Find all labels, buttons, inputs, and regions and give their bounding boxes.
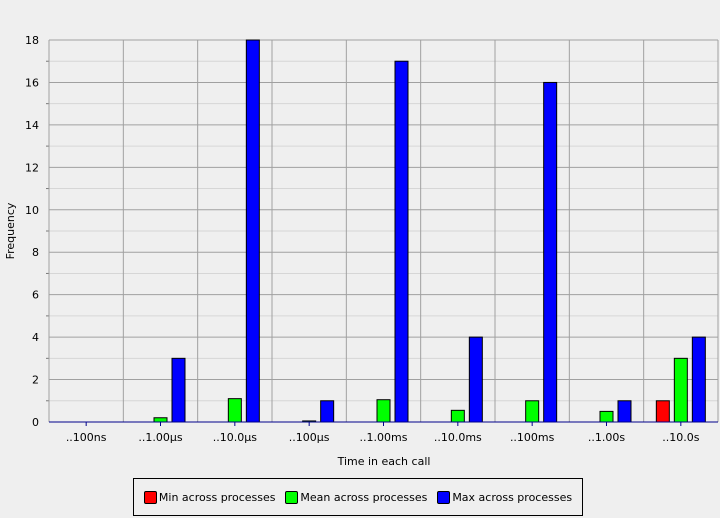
x-axis-label: Time in each call bbox=[337, 455, 431, 468]
bar bbox=[599, 410, 614, 423]
grid-lines bbox=[46, 39, 719, 422]
bar bbox=[525, 400, 540, 423]
bar bbox=[376, 399, 391, 423]
y-tick-label: 14 bbox=[25, 119, 39, 132]
legend: Min across processes Mean across process… bbox=[133, 478, 583, 516]
bar bbox=[320, 400, 335, 423]
legend-label-min: Min across processes bbox=[158, 490, 276, 504]
legend-label-max: Max across processes bbox=[452, 490, 573, 504]
legend-swatch-min bbox=[143, 490, 157, 504]
x-tick-label: ..1.00µs bbox=[138, 431, 182, 444]
x-axis-ticks: ..100ns ..1.00µs ..10.0µs ..100µs ..1.00ms..… bbox=[66, 422, 700, 444]
y-tick-label: 2 bbox=[32, 374, 39, 387]
bar bbox=[450, 409, 465, 423]
bar-chart: 0 2 4 6 8 10 12 14 16 18 ..100ns ..1.00µs ..10.0µs.… bbox=[4, 34, 719, 468]
legend-item-max: Max across processes bbox=[437, 490, 573, 504]
bar bbox=[617, 400, 632, 423]
legend-label-mean: Mean across processes bbox=[300, 490, 428, 504]
bar bbox=[227, 398, 242, 423]
y-axis-label: Frequency bbox=[4, 202, 17, 259]
y-tick-label: 4 bbox=[32, 331, 39, 344]
bar bbox=[245, 39, 260, 423]
x-tick-label: ..100ms bbox=[510, 431, 555, 444]
y-tick-label: 6 bbox=[32, 289, 39, 302]
legend-item-mean: Mean across processes bbox=[285, 490, 428, 504]
y-axis-ticks: 0 2 4 6 8 10 12 14 16 18 bbox=[25, 34, 39, 429]
x-tick-label: ..100µs bbox=[289, 431, 330, 444]
x-tick-label: ..10.0ms bbox=[434, 431, 482, 444]
x-tick-label: ..100ns bbox=[66, 431, 107, 444]
y-tick-label: 8 bbox=[32, 246, 39, 259]
y-tick-label: 0 bbox=[32, 416, 39, 429]
legend-swatch-max bbox=[437, 490, 451, 504]
x-tick-label: ..10.0s bbox=[662, 431, 699, 444]
legend-item-min: Min across processes bbox=[143, 490, 276, 504]
x-tick-label: ..1.00ms bbox=[360, 431, 408, 444]
bars bbox=[153, 39, 706, 423]
bar bbox=[543, 81, 558, 423]
legend-swatch-mean bbox=[285, 490, 299, 504]
y-tick-label: 18 bbox=[25, 34, 39, 47]
y-tick-label: 10 bbox=[25, 204, 39, 217]
bar bbox=[655, 400, 670, 423]
bar bbox=[673, 357, 688, 423]
x-tick-label: ..1.00s bbox=[588, 431, 625, 444]
x-tick-label: ..10.0µs bbox=[213, 431, 257, 444]
y-tick-label: 12 bbox=[25, 161, 39, 174]
bar bbox=[394, 60, 409, 423]
bar bbox=[153, 417, 168, 423]
y-tick-label: 16 bbox=[25, 76, 39, 89]
bar bbox=[691, 336, 706, 423]
bar bbox=[171, 357, 186, 423]
bar bbox=[468, 336, 483, 423]
